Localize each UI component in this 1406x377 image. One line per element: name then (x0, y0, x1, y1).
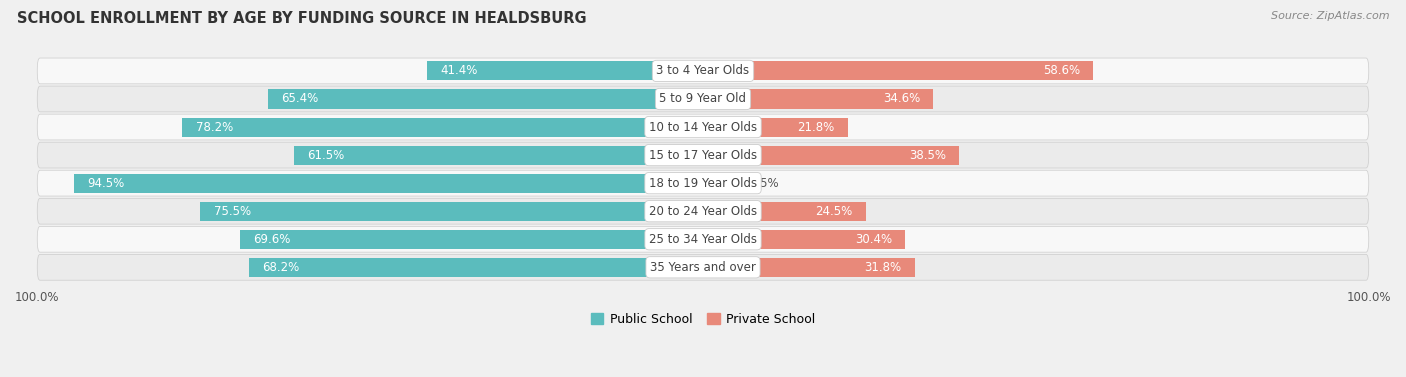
Bar (703, 173, 740, 193)
Bar (294, 146, 703, 165)
Bar (249, 258, 703, 277)
Text: 75.5%: 75.5% (214, 205, 250, 218)
Text: 78.2%: 78.2% (195, 121, 233, 133)
Text: 5.5%: 5.5% (749, 177, 779, 190)
FancyBboxPatch shape (37, 86, 1369, 112)
Text: 41.4%: 41.4% (440, 64, 478, 77)
Bar (75, 173, 703, 193)
FancyBboxPatch shape (37, 58, 1369, 84)
Bar (703, 118, 848, 136)
Bar (267, 89, 703, 109)
FancyBboxPatch shape (37, 142, 1369, 168)
Text: 15 to 17 Year Olds: 15 to 17 Year Olds (650, 149, 756, 162)
FancyBboxPatch shape (37, 254, 1369, 280)
Bar (427, 61, 703, 80)
Bar (239, 230, 703, 249)
Text: 58.6%: 58.6% (1043, 64, 1080, 77)
Text: 18 to 19 Year Olds: 18 to 19 Year Olds (650, 177, 756, 190)
FancyBboxPatch shape (37, 226, 1369, 252)
Text: 69.6%: 69.6% (253, 233, 290, 246)
Text: 10 to 14 Year Olds: 10 to 14 Year Olds (650, 121, 756, 133)
Text: 34.6%: 34.6% (883, 92, 920, 106)
Bar (201, 202, 703, 221)
Text: 38.5%: 38.5% (910, 149, 946, 162)
FancyBboxPatch shape (37, 114, 1369, 140)
Bar (703, 146, 959, 165)
Text: 68.2%: 68.2% (263, 261, 299, 274)
Legend: Public School, Private School: Public School, Private School (586, 308, 820, 331)
Text: 20 to 24 Year Olds: 20 to 24 Year Olds (650, 205, 756, 218)
FancyBboxPatch shape (37, 198, 1369, 224)
Text: 25 to 34 Year Olds: 25 to 34 Year Olds (650, 233, 756, 246)
Bar (703, 230, 905, 249)
Text: 5 to 9 Year Old: 5 to 9 Year Old (659, 92, 747, 106)
Text: Source: ZipAtlas.com: Source: ZipAtlas.com (1271, 11, 1389, 21)
Text: 61.5%: 61.5% (307, 149, 344, 162)
Bar (703, 258, 915, 277)
Text: 24.5%: 24.5% (815, 205, 853, 218)
Text: 30.4%: 30.4% (855, 233, 891, 246)
Text: 65.4%: 65.4% (281, 92, 318, 106)
Bar (703, 202, 866, 221)
Text: 3 to 4 Year Olds: 3 to 4 Year Olds (657, 64, 749, 77)
Text: 94.5%: 94.5% (87, 177, 125, 190)
Bar (703, 61, 1092, 80)
Text: 31.8%: 31.8% (865, 261, 901, 274)
FancyBboxPatch shape (37, 170, 1369, 196)
Bar (183, 118, 703, 136)
Text: 21.8%: 21.8% (797, 121, 835, 133)
Text: SCHOOL ENROLLMENT BY AGE BY FUNDING SOURCE IN HEALDSBURG: SCHOOL ENROLLMENT BY AGE BY FUNDING SOUR… (17, 11, 586, 26)
Text: 35 Years and over: 35 Years and over (650, 261, 756, 274)
Bar (703, 89, 934, 109)
